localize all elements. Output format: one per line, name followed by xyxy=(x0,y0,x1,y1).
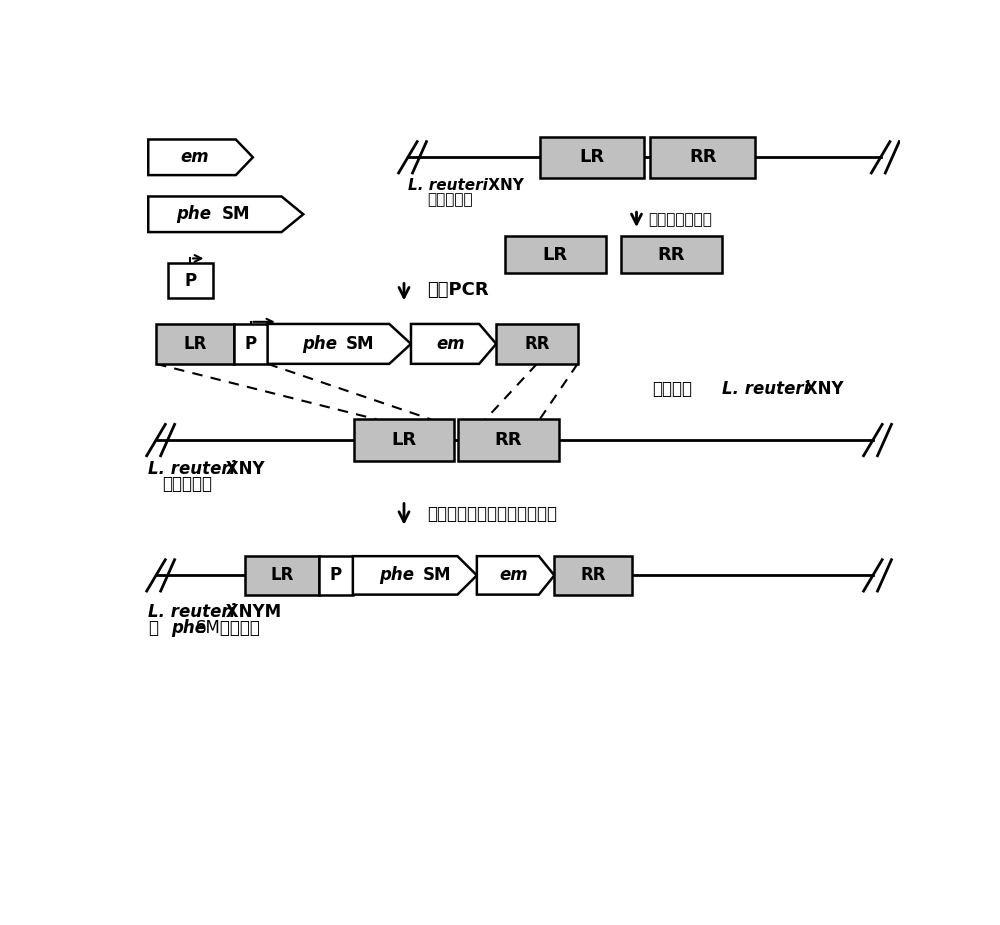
Text: XNY: XNY xyxy=(799,380,844,398)
Bar xyxy=(245,556,319,595)
Text: RR: RR xyxy=(689,148,717,166)
Bar xyxy=(156,324,234,364)
Text: L. reuteri: L. reuteri xyxy=(722,380,809,398)
Text: RR: RR xyxy=(658,246,685,264)
Bar xyxy=(554,556,632,595)
Bar xyxy=(234,324,268,364)
Text: XNY: XNY xyxy=(220,461,264,478)
Bar xyxy=(354,419,454,461)
Bar xyxy=(319,556,353,595)
Text: LR: LR xyxy=(543,246,568,264)
Text: XNYM: XNYM xyxy=(220,603,281,622)
Text: SM重组菌）: SM重组菌） xyxy=(196,619,261,637)
Bar xyxy=(458,419,559,461)
Text: phe: phe xyxy=(380,566,415,585)
Text: （: （ xyxy=(148,619,158,637)
Text: （野生型）: （野生型） xyxy=(427,192,473,207)
Polygon shape xyxy=(411,324,496,364)
Bar xyxy=(540,137,644,178)
Text: phe: phe xyxy=(172,619,207,637)
Text: SM: SM xyxy=(345,335,374,353)
Text: P: P xyxy=(184,272,196,290)
Text: L. reuteri: L. reuteri xyxy=(148,603,236,622)
Bar xyxy=(621,237,722,274)
Text: phe: phe xyxy=(176,205,211,223)
Polygon shape xyxy=(148,196,303,232)
Bar xyxy=(496,324,578,364)
Text: 扩增左右同源臂: 扩增左右同源臂 xyxy=(648,212,712,227)
Text: LR: LR xyxy=(183,335,206,353)
Polygon shape xyxy=(148,140,253,175)
Text: LR: LR xyxy=(391,431,417,449)
Text: phe: phe xyxy=(302,335,337,353)
Text: RR: RR xyxy=(495,431,522,449)
Text: SM: SM xyxy=(222,205,250,223)
Polygon shape xyxy=(268,324,411,364)
Polygon shape xyxy=(353,556,477,595)
Text: SM: SM xyxy=(423,566,451,585)
Polygon shape xyxy=(477,556,554,595)
Text: em: em xyxy=(436,335,465,353)
Text: 电转化至: 电转化至 xyxy=(652,380,692,398)
Text: LR: LR xyxy=(270,566,294,585)
Text: 筛选具有红霉素抗性的转化子: 筛选具有红霉素抗性的转化子 xyxy=(427,505,557,524)
Text: XNY: XNY xyxy=(483,178,524,192)
Text: L. reuteri: L. reuteri xyxy=(408,178,488,192)
Text: （野生型）: （野生型） xyxy=(162,475,212,492)
Text: L. reuteri: L. reuteri xyxy=(148,461,236,478)
Text: em: em xyxy=(499,566,528,585)
Bar xyxy=(505,237,606,274)
Text: RR: RR xyxy=(580,566,606,585)
Bar xyxy=(168,264,213,298)
Text: em: em xyxy=(180,148,209,166)
Text: 重叠PCR: 重叠PCR xyxy=(427,281,489,300)
Bar xyxy=(650,137,755,178)
Text: P: P xyxy=(330,566,342,585)
Text: P: P xyxy=(244,335,257,353)
Text: LR: LR xyxy=(579,148,604,166)
Text: RR: RR xyxy=(524,335,550,353)
